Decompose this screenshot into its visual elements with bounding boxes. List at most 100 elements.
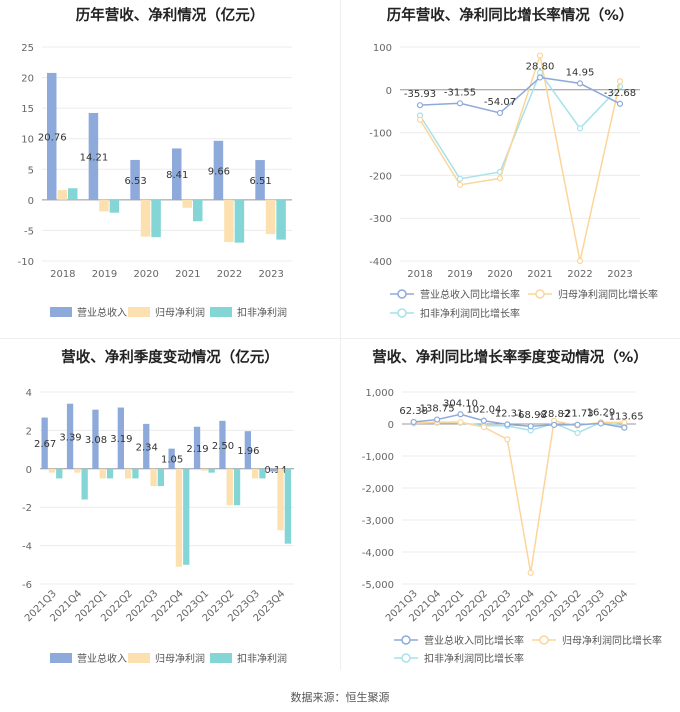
bar-3 bbox=[81, 468, 88, 500]
bar-1 bbox=[47, 72, 57, 200]
data-point-1 bbox=[576, 80, 584, 87]
legend-marker bbox=[535, 289, 545, 299]
legend-item-2: 归母净利润 bbox=[128, 306, 205, 319]
chart-svg: -6 -4 -2 0 2 4 2.673.39 3.08 3.19 2.341.052.19 2.5… bbox=[22, 388, 294, 665]
data-point-2 bbox=[480, 424, 487, 431]
data-point-2 bbox=[496, 175, 504, 182]
bar-2 bbox=[99, 468, 106, 479]
data-label: -0.14 bbox=[261, 465, 287, 476]
bar-1 bbox=[143, 423, 150, 469]
bar-3 bbox=[284, 468, 291, 544]
y-tick-label: -1,000 bbox=[362, 452, 394, 463]
quarterly-growth-rate-chart: 营收、净利同比增长率季度变动情况（%） -5,000 -4,000 -3,000 -2… bbox=[340, 338, 680, 678]
bar-2 bbox=[48, 468, 56, 473]
y-tick-label: -200 bbox=[369, 171, 392, 182]
bar-3 bbox=[208, 468, 215, 473]
legend-marker bbox=[397, 289, 407, 299]
x-tick-label: 2022 bbox=[567, 269, 592, 280]
legend-item-3: 扣非净利润 bbox=[210, 306, 287, 319]
bar-3 bbox=[157, 468, 164, 487]
x-tick-label: 2019 bbox=[447, 269, 472, 280]
bar-1 bbox=[270, 468, 277, 472]
bar-1 bbox=[255, 160, 265, 200]
data-label: 3.08 bbox=[85, 435, 107, 446]
y-tick-label: 15 bbox=[21, 104, 34, 115]
data-source-footer: 数据来源：恒生聚源 bbox=[290, 691, 390, 704]
legend-marker bbox=[401, 635, 411, 645]
data-label: 20.76 bbox=[38, 132, 67, 143]
y-tick-label: 20 bbox=[21, 74, 34, 85]
data-point-2 bbox=[616, 78, 624, 85]
y-tick-label: -100 bbox=[369, 129, 392, 140]
horizontal-divider bbox=[0, 338, 680, 339]
data-label: -54.07 bbox=[484, 97, 516, 108]
x-tick-label: 2023 bbox=[607, 269, 632, 280]
y-tick-label: -6 bbox=[22, 580, 32, 591]
legend-label: 归母净利润 bbox=[155, 652, 205, 665]
chart-title: 营收、净利同比增长率季度变动情况（%） bbox=[372, 350, 648, 366]
bar-3 bbox=[132, 468, 139, 479]
bar-1 bbox=[219, 420, 226, 469]
annual-revenue-profit-chart: 历年营收、净利情况（亿元） -10 -5 0 5 10 15 20 25 20.76 14.21 6… bbox=[0, 0, 340, 338]
data-label: 2.67 bbox=[34, 439, 56, 450]
bar-3 bbox=[233, 468, 241, 506]
y-tick-label: -400 bbox=[369, 257, 392, 268]
data-label: 2.19 bbox=[186, 444, 208, 455]
legend-swatch bbox=[128, 653, 150, 663]
legend-swatch bbox=[210, 307, 232, 317]
bar-1 bbox=[130, 159, 140, 200]
data-label: -21.73 bbox=[561, 409, 593, 420]
bar-2 bbox=[175, 468, 183, 567]
legend-label: 归母净利润 bbox=[155, 306, 205, 319]
y-tick-label: 0 bbox=[28, 196, 34, 207]
data-label: 28.80 bbox=[526, 61, 555, 72]
y-tick-label: 2 bbox=[26, 426, 32, 437]
bar-1 bbox=[66, 403, 74, 469]
bar-2 bbox=[125, 468, 132, 479]
bar-3 bbox=[151, 199, 161, 238]
y-tick-label: 25 bbox=[21, 43, 34, 54]
chart-svg: -5,000 -4,000 -3,000 -2,000 -1,000 0 1,000 62.3… bbox=[362, 388, 662, 665]
data-point-1 bbox=[616, 100, 624, 107]
bar-2 bbox=[265, 199, 276, 235]
data-point-1 bbox=[416, 102, 424, 109]
series-line-1 bbox=[419, 76, 621, 114]
legend-label: 扣非净利润同比增长率 bbox=[420, 307, 520, 320]
legend-item-1: 营业总收入同比增长率 bbox=[394, 634, 524, 647]
y-tick-label: -4 bbox=[22, 542, 32, 553]
data-point-1 bbox=[574, 421, 581, 428]
y-tick-label: -3,000 bbox=[362, 516, 394, 527]
data-label: 2.50 bbox=[212, 441, 234, 452]
data-point-1 bbox=[597, 420, 604, 427]
y-tick-label: -2 bbox=[22, 503, 32, 514]
y-tick-label: 10 bbox=[21, 135, 34, 146]
bar-2 bbox=[74, 468, 81, 473]
series-line-2 bbox=[413, 419, 625, 573]
y-tick-label: 0 bbox=[386, 86, 392, 97]
data-label: -35.93 bbox=[404, 89, 436, 100]
data-label: 8.41 bbox=[166, 170, 188, 181]
bar-3 bbox=[193, 199, 203, 222]
data-label: 3.19 bbox=[110, 434, 132, 445]
bar-1 bbox=[88, 112, 99, 200]
legend-label: 扣非净利润 bbox=[237, 652, 287, 665]
bar-1 bbox=[244, 431, 251, 469]
y-tick-label: 1,000 bbox=[365, 388, 394, 399]
bar-2 bbox=[226, 468, 233, 506]
legend-item-3: 扣非净利润同比增长率 bbox=[394, 652, 524, 665]
x-tick-label: 2023 bbox=[258, 269, 283, 280]
data-label: 16.29 bbox=[587, 407, 616, 418]
data-label: 6.51 bbox=[249, 176, 271, 187]
bar-2 bbox=[57, 190, 67, 200]
data-label: -12.31 bbox=[491, 408, 523, 419]
annual-growth-rate-chart: 历年营收、净利同比增长率情况（%） -400 -300 -200 -100 0 100 -3… bbox=[340, 0, 680, 338]
bar-1 bbox=[172, 148, 182, 200]
data-point-2 bbox=[504, 436, 511, 443]
data-point-3 bbox=[456, 175, 464, 182]
bar-1 bbox=[213, 140, 224, 200]
y-tick-label: 100 bbox=[373, 43, 392, 54]
x-tick-label: 2019 bbox=[92, 269, 117, 280]
x-tick-label: 2022 bbox=[217, 269, 242, 280]
legend-label: 营业总收入 bbox=[77, 306, 127, 319]
bar-3 bbox=[276, 199, 286, 240]
